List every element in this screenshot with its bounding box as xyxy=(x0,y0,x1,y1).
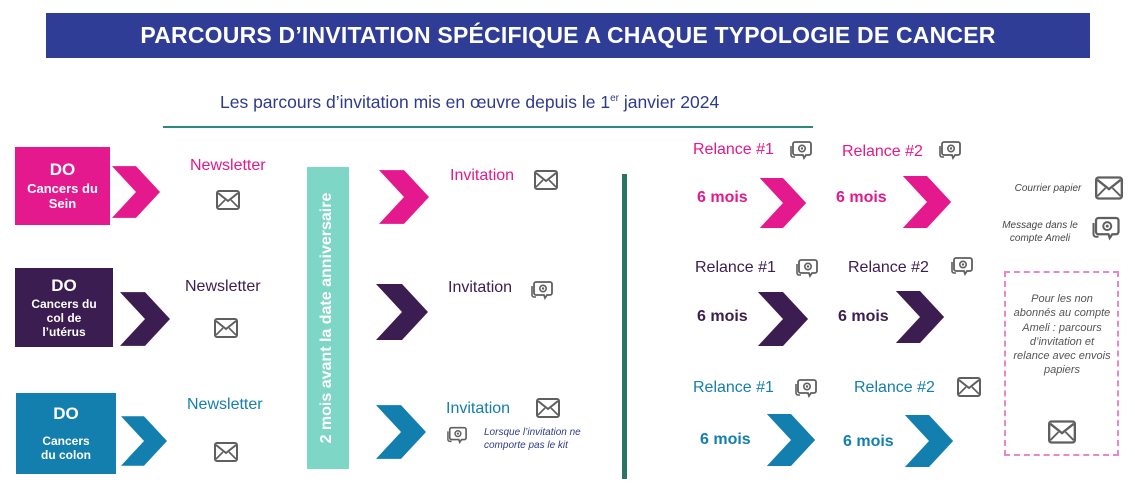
anniversary-bar-label: 2 mois avant la date anniversaire xyxy=(318,192,335,444)
message-bubble-icon xyxy=(951,257,973,275)
delay1-label: 6 mois xyxy=(697,189,748,206)
relance1-label: Relance #1 xyxy=(693,141,774,158)
delay2-label: 6 mois xyxy=(843,433,894,450)
message-bubble-icon xyxy=(531,281,553,299)
delay2-label: 6 mois xyxy=(838,308,889,325)
message-bubble-icon xyxy=(1092,216,1120,240)
anniversary-bar xyxy=(307,167,349,469)
chevron-right-icon xyxy=(379,170,429,224)
envelope-icon xyxy=(216,190,240,210)
cancer-name: Cancers du col de l’utérus xyxy=(31,297,97,339)
subtitle-sup: er xyxy=(610,93,619,105)
cancer-name: Cancers du Sein xyxy=(27,181,98,212)
relance2-label: Relance #2 xyxy=(842,143,923,160)
relance2-label: Relance #2 xyxy=(848,259,929,276)
envelope-icon xyxy=(536,398,560,418)
do-box-sein: DO Cancers du Sein xyxy=(15,147,110,225)
subtitle-text: Les parcours d’invitation mis en œuvre d… xyxy=(220,92,611,112)
legend-message-label: Message dans le compte Ameli xyxy=(1002,220,1078,244)
invitation-label: Invitation xyxy=(446,400,511,417)
subtitle-tail: janvier 2024 xyxy=(618,92,720,112)
envelope-icon xyxy=(214,442,238,462)
do-label: DO xyxy=(51,275,77,295)
do-label: DO xyxy=(49,159,76,179)
invitation-label: Invitation xyxy=(448,279,513,296)
delay2-label: 6 mois xyxy=(836,189,887,206)
chevron-right-icon xyxy=(376,284,428,340)
delay1-label: 6 mois xyxy=(700,431,751,448)
envelope-icon xyxy=(1048,420,1076,444)
do-label: DO xyxy=(53,403,79,423)
chevron-right-icon xyxy=(120,292,170,346)
chevron-right-icon xyxy=(121,416,167,466)
chevron-right-icon xyxy=(759,178,807,228)
newsletter-label: Newsletter xyxy=(187,396,263,413)
chevron-right-icon xyxy=(757,292,809,346)
chevron-right-icon xyxy=(376,405,426,459)
page-title-banner: PARCOURS D’INVITATION SPÉCIFIQUE A CHAQU… xyxy=(46,13,1090,58)
do-box-colon: DO Cancers du colon xyxy=(16,393,116,474)
envelope-icon xyxy=(957,377,981,397)
non-abonnes-box xyxy=(1004,271,1119,456)
invitation-label: Invitation xyxy=(450,167,515,184)
message-bubble-icon xyxy=(796,259,818,277)
message-bubble-icon xyxy=(447,426,467,444)
newsletter-label: Newsletter xyxy=(185,278,261,295)
chevron-right-icon xyxy=(112,166,160,218)
vertical-divider xyxy=(622,174,627,479)
chevron-right-icon xyxy=(902,176,952,228)
invitation-note: Lorsque l’invitation ne comporte pas le … xyxy=(484,427,581,451)
subtitle-underline xyxy=(163,126,813,128)
message-bubble-icon xyxy=(939,141,961,159)
chevron-right-icon xyxy=(766,414,816,466)
envelope-icon xyxy=(214,318,238,338)
envelope-icon xyxy=(1095,176,1123,200)
page-title: PARCOURS D’INVITATION SPÉCIFIQUE A CHAQU… xyxy=(140,22,996,48)
delay1-label: 6 mois xyxy=(697,308,748,325)
message-bubble-icon xyxy=(790,141,812,159)
relance1-label: Relance #1 xyxy=(695,259,776,276)
chevron-right-icon xyxy=(895,291,945,343)
subtitle: Les parcours d’invitation mis en œuvre d… xyxy=(220,92,719,113)
newsletter-label: Newsletter xyxy=(190,157,266,174)
cancer-name: Cancers du colon xyxy=(41,434,91,463)
chevron-right-icon xyxy=(904,415,954,467)
legend-courrier-label: Courrier papier xyxy=(1014,183,1082,194)
do-box-col: DO Cancers du col de l’utérus xyxy=(15,268,113,347)
relance1-label: Relance #1 xyxy=(693,379,774,396)
message-bubble-icon xyxy=(795,379,817,397)
relance2-label: Relance #2 xyxy=(854,379,935,396)
envelope-icon xyxy=(534,170,558,190)
non-abonnes-text: Pour les non abonnés au compte Ameli : p… xyxy=(1013,293,1111,377)
